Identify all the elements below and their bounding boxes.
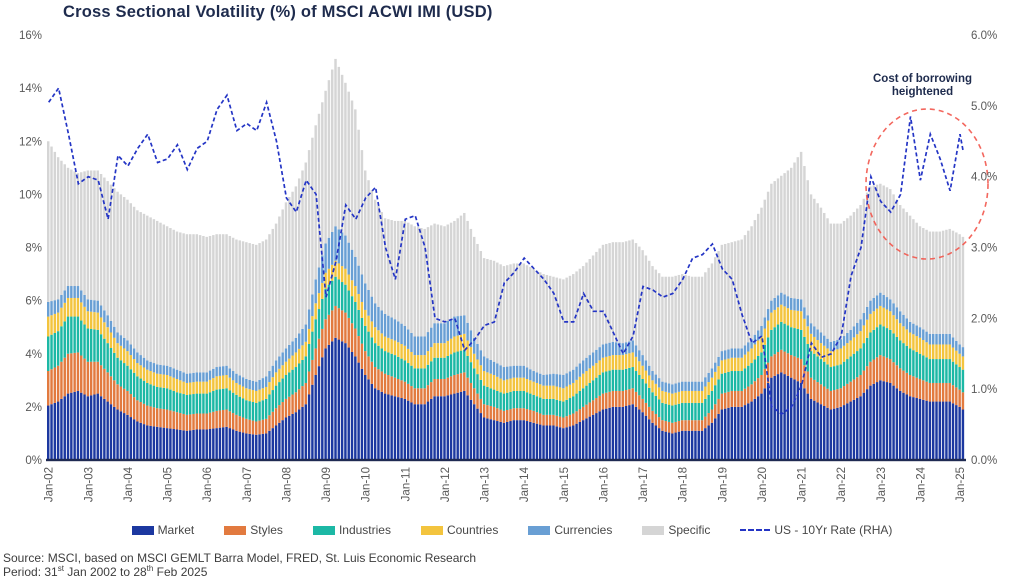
svg-text:Jan-08: Jan-08 [281,467,293,502]
source-note: Source: MSCI, based on MSCI GEMLT Barra … [3,551,477,565]
svg-text:Jan-09: Jan-09 [321,467,333,502]
legend-item-countries: Countries [420,523,499,537]
legend-item-specific: Specific [642,523,710,537]
svg-text:12%: 12% [19,136,42,148]
svg-text:6.0%: 6.0% [971,30,997,42]
legend-label: Styles [250,523,283,537]
svg-text:Jan-11: Jan-11 [400,467,412,501]
legend-label: Market [157,523,195,537]
legend-swatch-currencies [528,525,551,535]
y-axis-right-ticks: 0.0% 1.0% 2.0% 3.0% 4.0% 5.0% 6.0% [971,30,997,467]
legend-swatch-countries [420,525,443,535]
chart-title: Cross Sectional Volatility (%) of MSCI A… [63,3,493,21]
svg-text:Jan-18: Jan-18 [678,467,690,502]
svg-text:16%: 16% [19,30,42,42]
svg-text:Jan-14: Jan-14 [519,466,531,502]
legend-label: Countries [446,523,499,537]
svg-text:Jan-12: Jan-12 [440,467,452,502]
svg-text:Jan-10: Jan-10 [361,467,373,502]
svg-text:10%: 10% [19,189,42,201]
svg-text:8%: 8% [25,243,42,255]
svg-text:Jan-02: Jan-02 [44,467,56,502]
legend-label: Specific [668,523,711,537]
svg-text:6%: 6% [25,296,42,308]
svg-text:4%: 4% [25,349,42,361]
svg-text:5.0%: 5.0% [971,101,997,113]
stacked-bars [47,58,965,461]
annotation-line2: heightened [891,86,954,98]
svg-text:Jan-23: Jan-23 [876,467,888,502]
svg-text:Jan-17: Jan-17 [638,467,650,502]
annotation-cost-of-borrowing: Cost of borrowing heightened [845,73,1000,99]
svg-text:Jan-24: Jan-24 [915,466,927,502]
svg-text:14%: 14% [19,83,42,95]
svg-text:2.0%: 2.0% [971,313,997,325]
svg-text:Jan-04: Jan-04 [123,466,135,502]
legend-label: Currencies [554,523,613,537]
x-axis-line [46,458,966,462]
svg-text:Jan-06: Jan-06 [202,467,214,502]
svg-text:Jan-21: Jan-21 [797,467,809,502]
x-axis-ticks: Jan-02 Jan-03 Jan-04 Jan-05 Jan-06 Jan-07 Jan-… [44,466,967,502]
legend-item-currencies: Currencies [528,523,612,537]
legend-label: US - 10Yr Rate (RHA) [774,523,893,537]
svg-text:Jan-25: Jan-25 [955,467,967,502]
legend-swatch-specific [642,525,665,535]
svg-text:Jan-16: Jan-16 [598,467,610,502]
period-text: Period: 31 [3,565,58,579]
legend-swatch-industries [312,525,335,535]
legend: Market Styles Industries Countries Currencie… [0,523,1024,537]
legend-item-industries: Industries [312,523,391,537]
legend-swatch-styles [224,525,247,535]
period-superscript-th: th [146,564,154,573]
svg-text:0.0%: 0.0% [971,455,997,467]
period-superscript-st: st [57,564,64,573]
svg-text:Jan-22: Jan-22 [836,467,848,502]
legend-item-styles: Styles [224,523,283,537]
period-note: Period: 31st Jan 2002 to 28th Feb 2025 [3,564,207,579]
period-text: Jan 2002 to 28 [63,565,147,579]
svg-text:Jan-15: Jan-15 [559,467,571,502]
svg-text:Jan-13: Jan-13 [480,467,492,502]
y-axis-left-ticks: 0% 2% 4% 6% 8% 10% 12% 14% 16% [19,30,42,467]
svg-text:Jan-20: Jan-20 [757,467,769,502]
highlight-ellipse [865,108,989,260]
legend-item-market: Market [131,523,195,537]
svg-text:2%: 2% [25,402,42,414]
svg-text:3.0%: 3.0% [971,243,997,255]
legend-line-swatch-us-10yr-rate-rha [740,529,771,531]
svg-text:Jan-05: Jan-05 [163,467,175,502]
legend-item-us-10yr-rate-rha: US - 10Yr Rate (RHA) [740,523,892,537]
legend-swatch-market [131,525,154,535]
annotation-line1: Cost of borrowing [872,73,972,85]
svg-text:Jan-07: Jan-07 [242,467,254,502]
svg-text:4.0%: 4.0% [971,172,997,184]
svg-text:Jan-19: Jan-19 [717,467,729,502]
svg-text:0%: 0% [25,455,42,467]
svg-text:Jan-03: Jan-03 [83,467,95,502]
period-text: Feb 2025 [153,565,208,579]
legend-label: Industries [338,523,391,537]
svg-text:1.0%: 1.0% [971,384,997,396]
